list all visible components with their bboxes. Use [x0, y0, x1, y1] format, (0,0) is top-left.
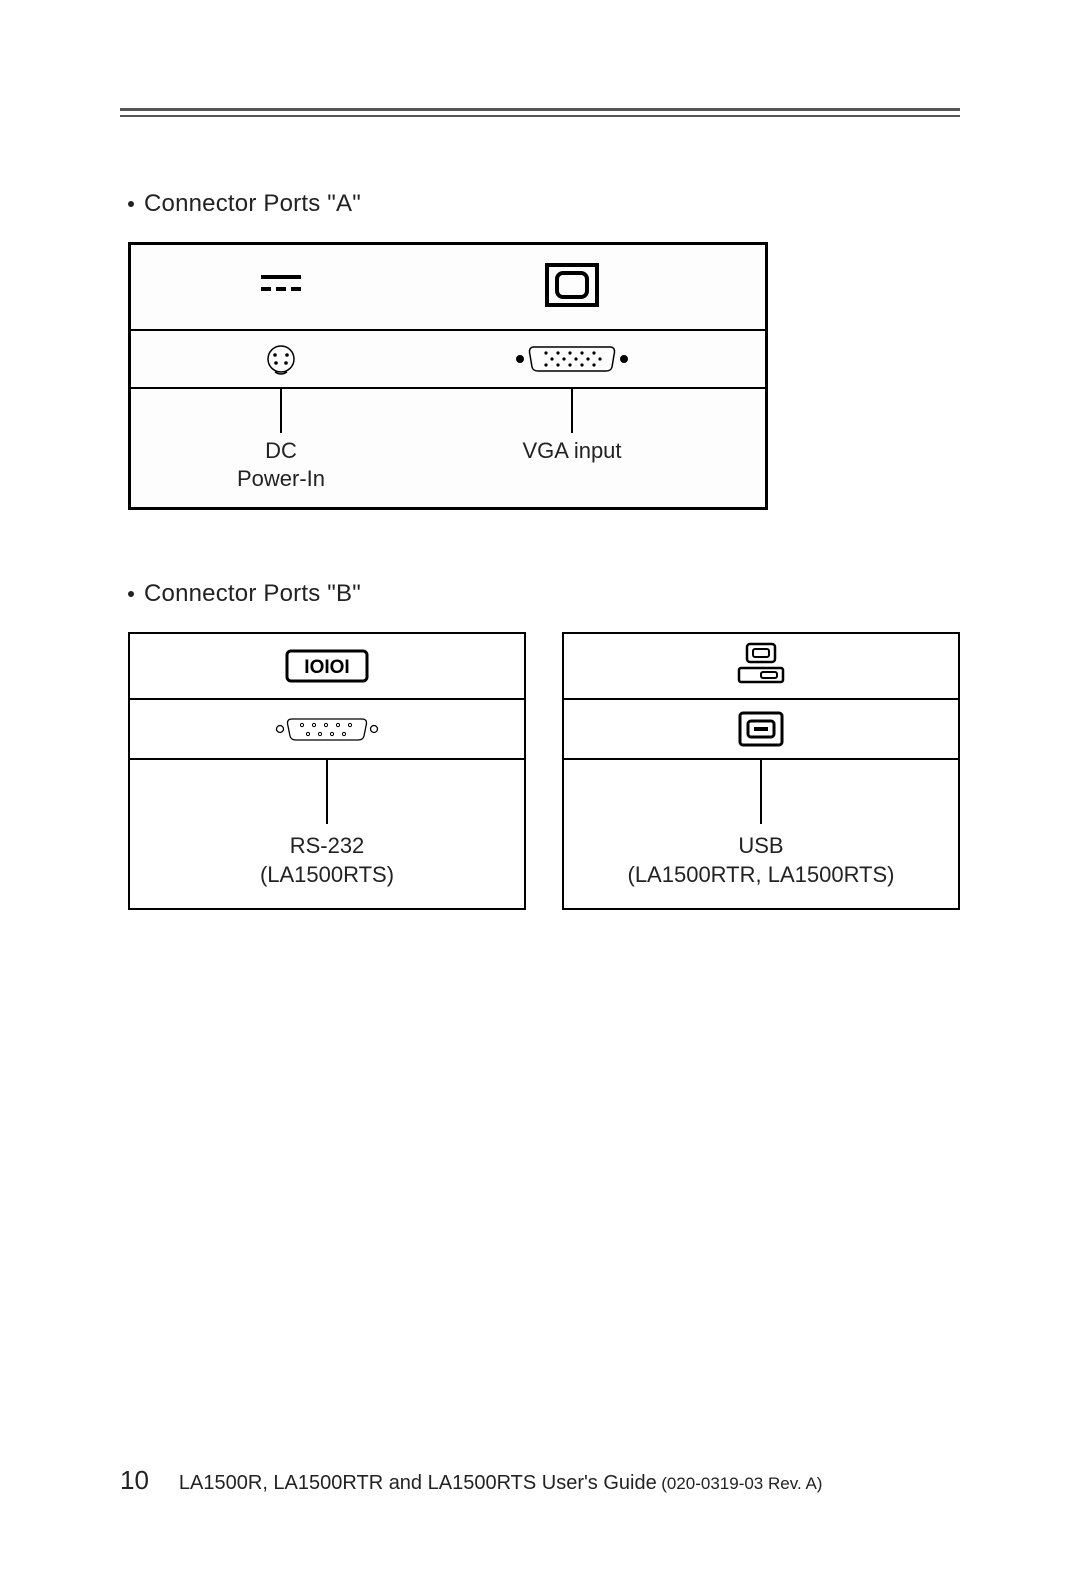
dc-jack-icon	[264, 343, 298, 377]
usb-stack-icon	[729, 640, 793, 693]
figure-b-mid	[564, 698, 958, 760]
footer-revision: (020-0319-03 Rev. A)	[661, 1474, 822, 1493]
figure-b-row: IOIOI	[128, 632, 960, 910]
page-footer: 10 LA1500R, LA1500RTR and LA1500RTS User…	[120, 1465, 822, 1496]
header-double-rule	[120, 108, 960, 117]
section-b-heading: Connector Ports "B"	[128, 580, 960, 608]
bullet-icon	[128, 591, 134, 597]
footer-title: LA1500R, LA1500RTR and LA1500RTS User's …	[179, 1472, 657, 1494]
figure-b-mid	[130, 698, 524, 760]
leader-line-icon	[571, 389, 573, 433]
leader-line-icon	[326, 760, 328, 824]
figure-usb: USB (LA1500RTR, LA1500RTS)	[562, 632, 960, 910]
rs232-label: RS-232 (LA1500RTS)	[260, 832, 394, 889]
figure-rs232: IOIOI	[128, 632, 526, 910]
db9-connector-icon	[272, 713, 382, 745]
figure-b-top	[564, 634, 958, 698]
dc-power-in-label: DC Power-In	[237, 437, 325, 492]
usb-label: USB (LA1500RTR, LA1500RTS)	[628, 832, 895, 889]
section-a-title: Connector Ports "A"	[144, 190, 361, 217]
serial-ioi-icon: IOIOI	[285, 649, 369, 683]
figure-a-labels: DC Power-In VGA input	[131, 389, 765, 507]
section-b-title: Connector Ports "B"	[144, 580, 361, 607]
bullet-icon	[128, 201, 134, 207]
vga-connector-icon	[512, 341, 632, 377]
figure-a-port-row	[131, 329, 765, 389]
section-a-heading: Connector Ports "A"	[128, 190, 960, 218]
figure-b-bottom: USB (LA1500RTR, LA1500RTS)	[564, 760, 958, 908]
leader-line-icon	[760, 760, 762, 824]
vga-input-label: VGA input	[522, 437, 621, 465]
usb-port-icon	[736, 709, 786, 749]
figure-b-top: IOIOI	[130, 634, 524, 698]
figure-a-top-row	[131, 245, 765, 329]
figure-b-bottom: RS-232 (LA1500RTS)	[130, 760, 524, 908]
ioioi-text: IOIOI	[304, 657, 349, 678]
page-number: 10	[120, 1465, 149, 1496]
figure-connector-ports-a: DC Power-In VGA input	[128, 242, 768, 510]
leader-line-icon	[280, 389, 282, 433]
vga-block-icon	[545, 263, 599, 307]
page: Connector Ports "A"	[0, 0, 1080, 1574]
dc-power-symbol-icon	[257, 271, 305, 297]
